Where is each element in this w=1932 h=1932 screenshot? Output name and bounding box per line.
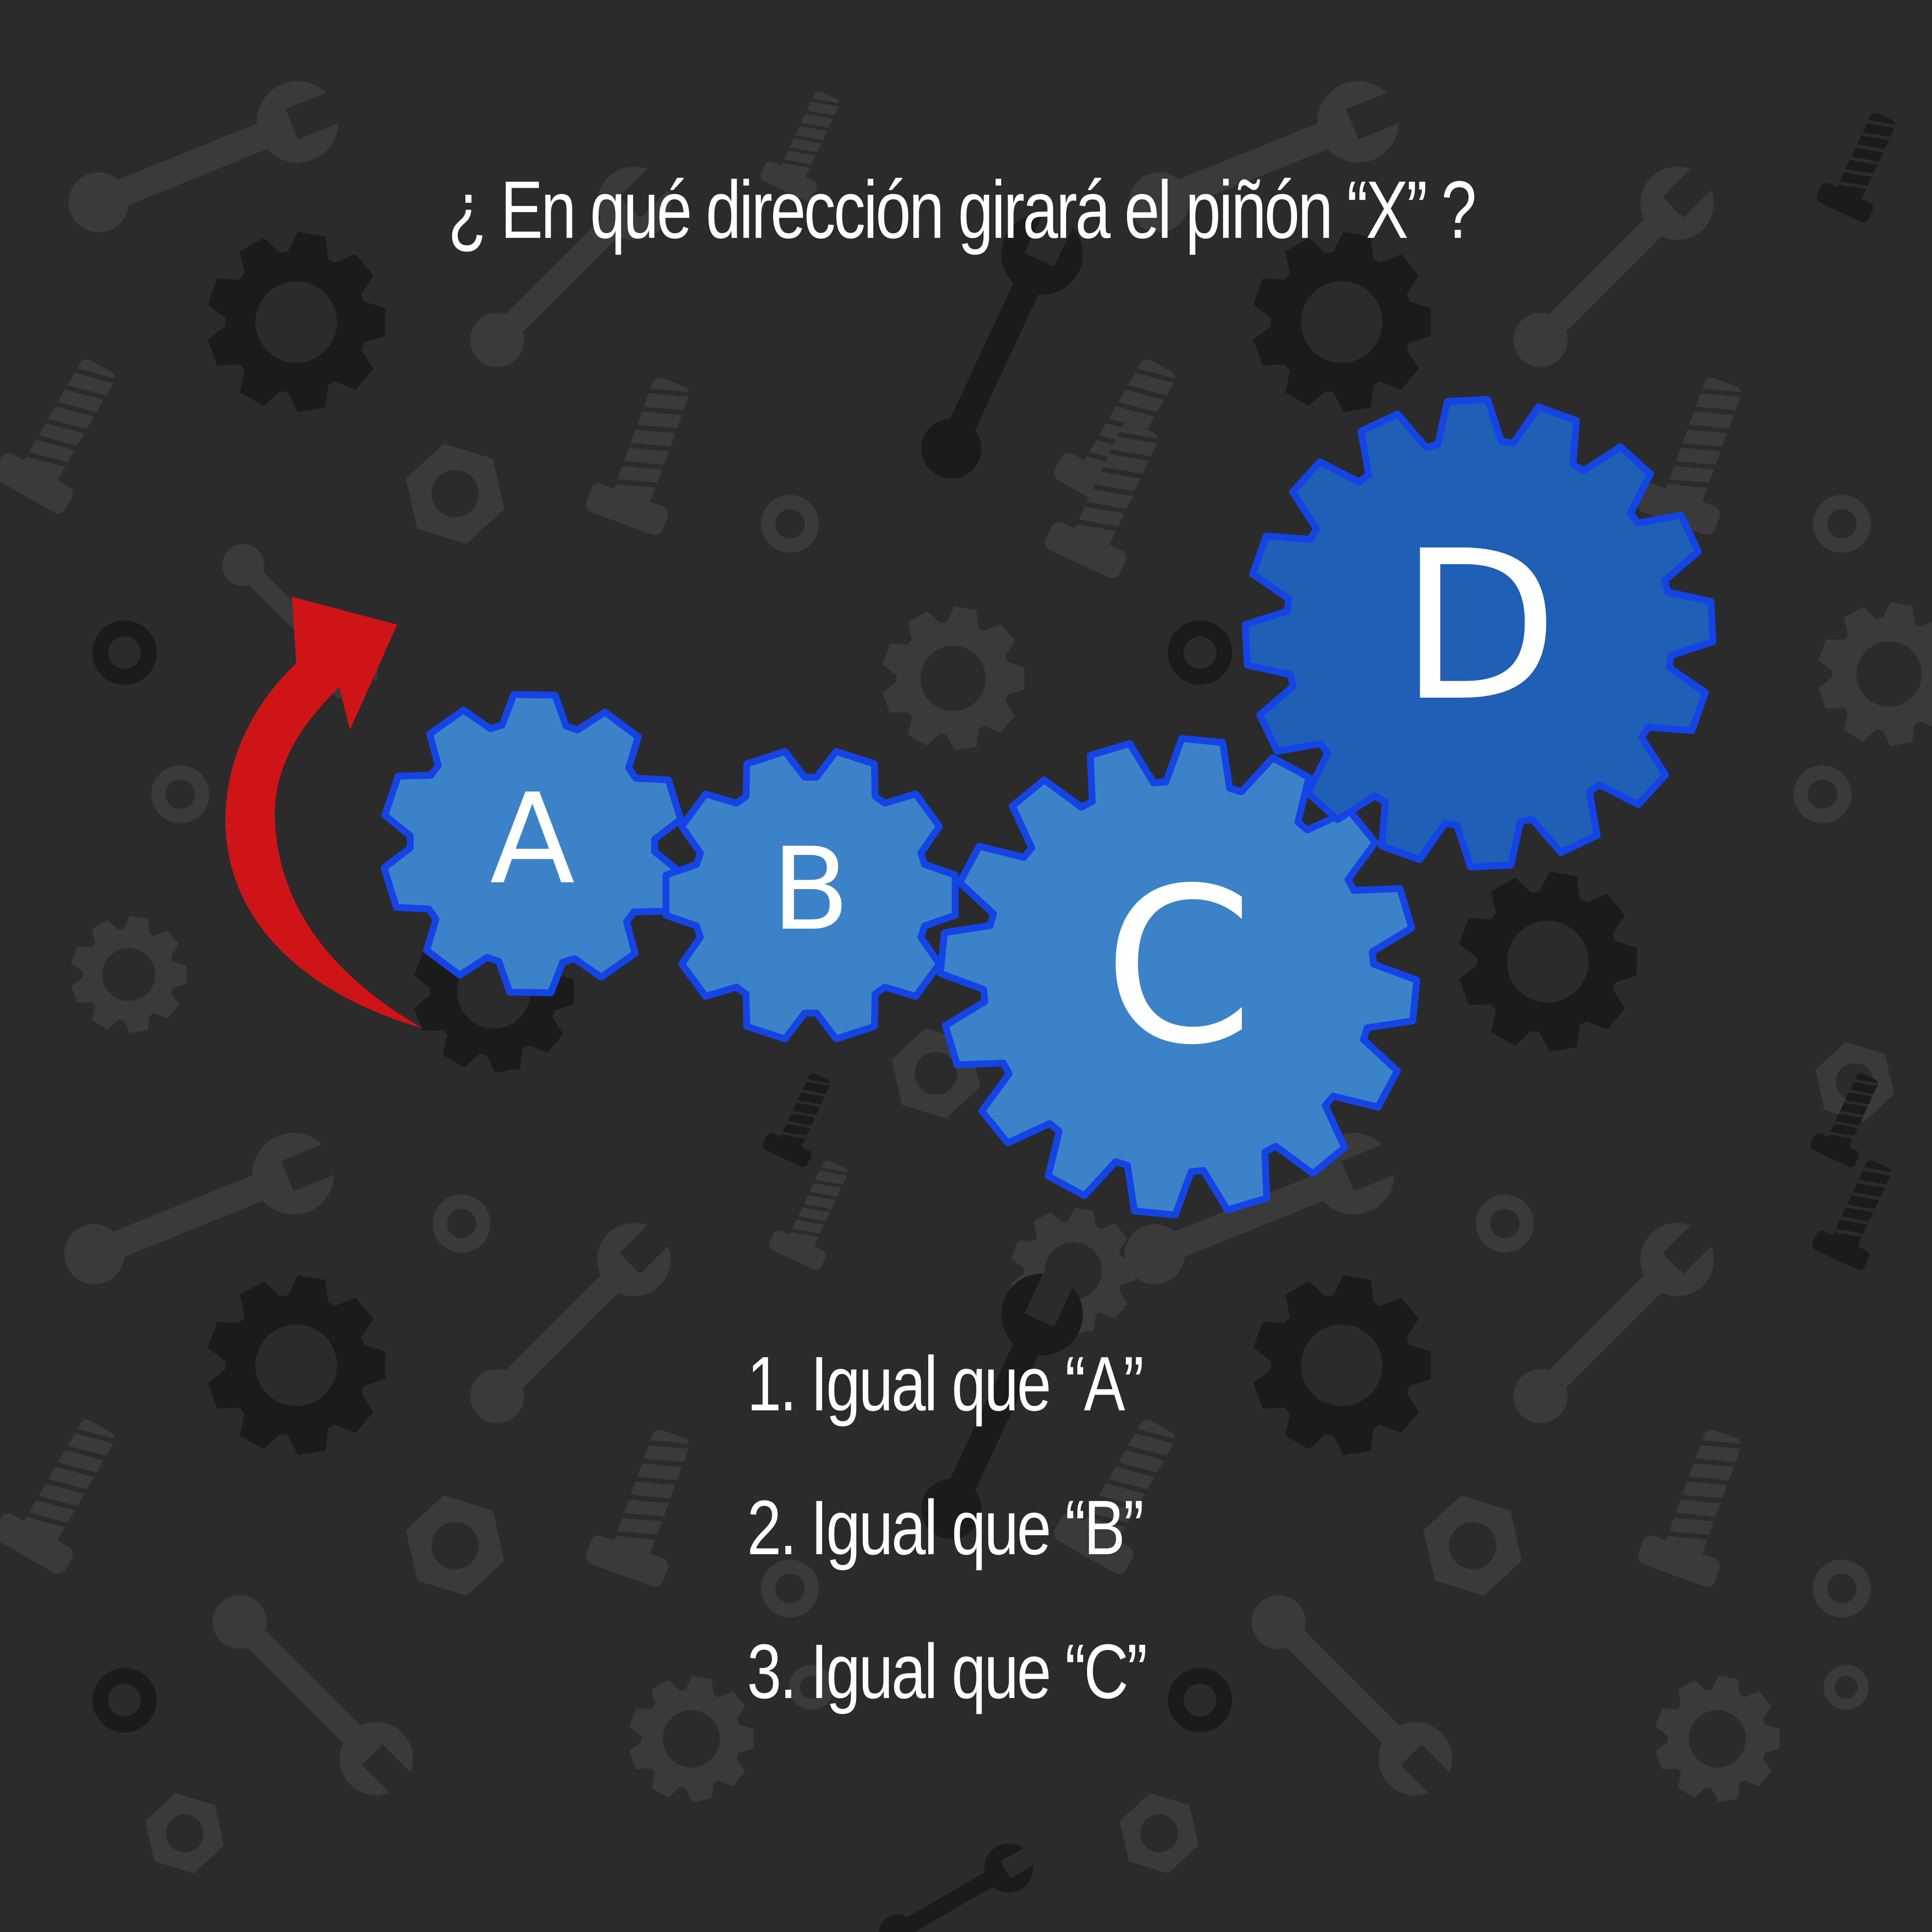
cog-icon — [71, 916, 187, 1033]
wrench-icon — [1252, 1595, 1455, 1798]
cog-icon — [1253, 232, 1431, 412]
bolt-icon — [769, 1160, 849, 1270]
nut-icon — [1120, 1793, 1199, 1874]
washer-icon — [761, 495, 819, 553]
washer-icon — [1793, 765, 1852, 823]
bolt-icon — [1812, 1160, 1892, 1270]
wrench-icon — [1129, 81, 1406, 233]
nut-icon — [406, 443, 504, 544]
bolt-icon — [760, 91, 840, 201]
wrench-icon — [213, 1595, 416, 1798]
washer-icon — [1476, 1194, 1534, 1253]
cog-icon — [1655, 1676, 1780, 1802]
nut-icon — [406, 1495, 504, 1596]
washer-icon — [1823, 1665, 1869, 1710]
question-title: ¿ En qué dirección girará el piñón “X” ? — [448, 164, 1476, 255]
bolt-icon — [1054, 1419, 1176, 1574]
cog-icon — [629, 1676, 754, 1802]
gear-b: B — [662, 748, 959, 1042]
wrench-icon — [1513, 1220, 1716, 1423]
bolt-icon — [1637, 377, 1742, 535]
cog-icon — [208, 1275, 386, 1455]
wrench-icon — [470, 164, 673, 367]
cog-icon — [1459, 872, 1637, 1052]
bolt-icon — [0, 1419, 116, 1574]
bolt-icon — [586, 377, 690, 535]
bolt-icon — [0, 359, 116, 514]
washer-icon — [789, 1665, 834, 1710]
wrench-icon — [879, 1843, 1037, 1932]
bolt-icon — [1637, 1429, 1742, 1587]
bolt-icon — [1817, 112, 1896, 222]
nut-icon — [145, 1793, 224, 1874]
cog-icon — [208, 232, 386, 412]
gear-a: A — [380, 691, 684, 996]
washer-icon — [151, 765, 210, 823]
gear-a-body — [380, 691, 684, 996]
gear-a-label: A — [490, 767, 575, 912]
gear-c: C — [937, 735, 1420, 1218]
nut-icon — [1423, 1495, 1522, 1596]
answer-option-1: 1. Igual que “A” — [747, 1341, 1144, 1427]
cog-icon — [882, 606, 1024, 750]
washer-icon — [1168, 1668, 1232, 1732]
wrench-icon — [470, 1220, 673, 1423]
wrench-icon — [1513, 164, 1716, 367]
washer-icon — [92, 620, 157, 685]
curved-arrow-icon — [225, 597, 423, 1028]
gear-c-label: C — [1103, 842, 1253, 1092]
wrench-icon — [68, 81, 346, 233]
gear-c-body — [937, 735, 1420, 1218]
bolt-icon — [1045, 422, 1159, 578]
cog-icon — [1253, 1275, 1431, 1455]
wrench-icon — [64, 1133, 341, 1285]
cog-icon — [1818, 602, 1932, 746]
gear-b-body — [662, 748, 959, 1042]
washer-icon — [1168, 620, 1232, 685]
bolt-icon — [586, 1429, 690, 1587]
wrench-icon — [921, 206, 1083, 479]
gear-d: D — [1242, 396, 1716, 871]
wrench-icon — [921, 1267, 1083, 1539]
bolt-icon — [762, 1073, 831, 1167]
wrench-icon — [1124, 1133, 1402, 1285]
washer-icon — [432, 1194, 491, 1253]
washer-icon — [92, 1668, 157, 1732]
bolt-icon — [1810, 1073, 1879, 1167]
washer-icon — [1813, 495, 1871, 553]
gear-d-body — [1242, 396, 1716, 871]
gear-b-label: B — [772, 823, 850, 956]
washer-icon — [1813, 1559, 1871, 1618]
washer-icon — [761, 1559, 819, 1618]
gear-d-label: D — [1400, 507, 1558, 747]
answer-option-3: 3. Igual que “C” — [747, 1628, 1148, 1715]
answer-option-2: 2. Igual que “B” — [747, 1485, 1144, 1571]
